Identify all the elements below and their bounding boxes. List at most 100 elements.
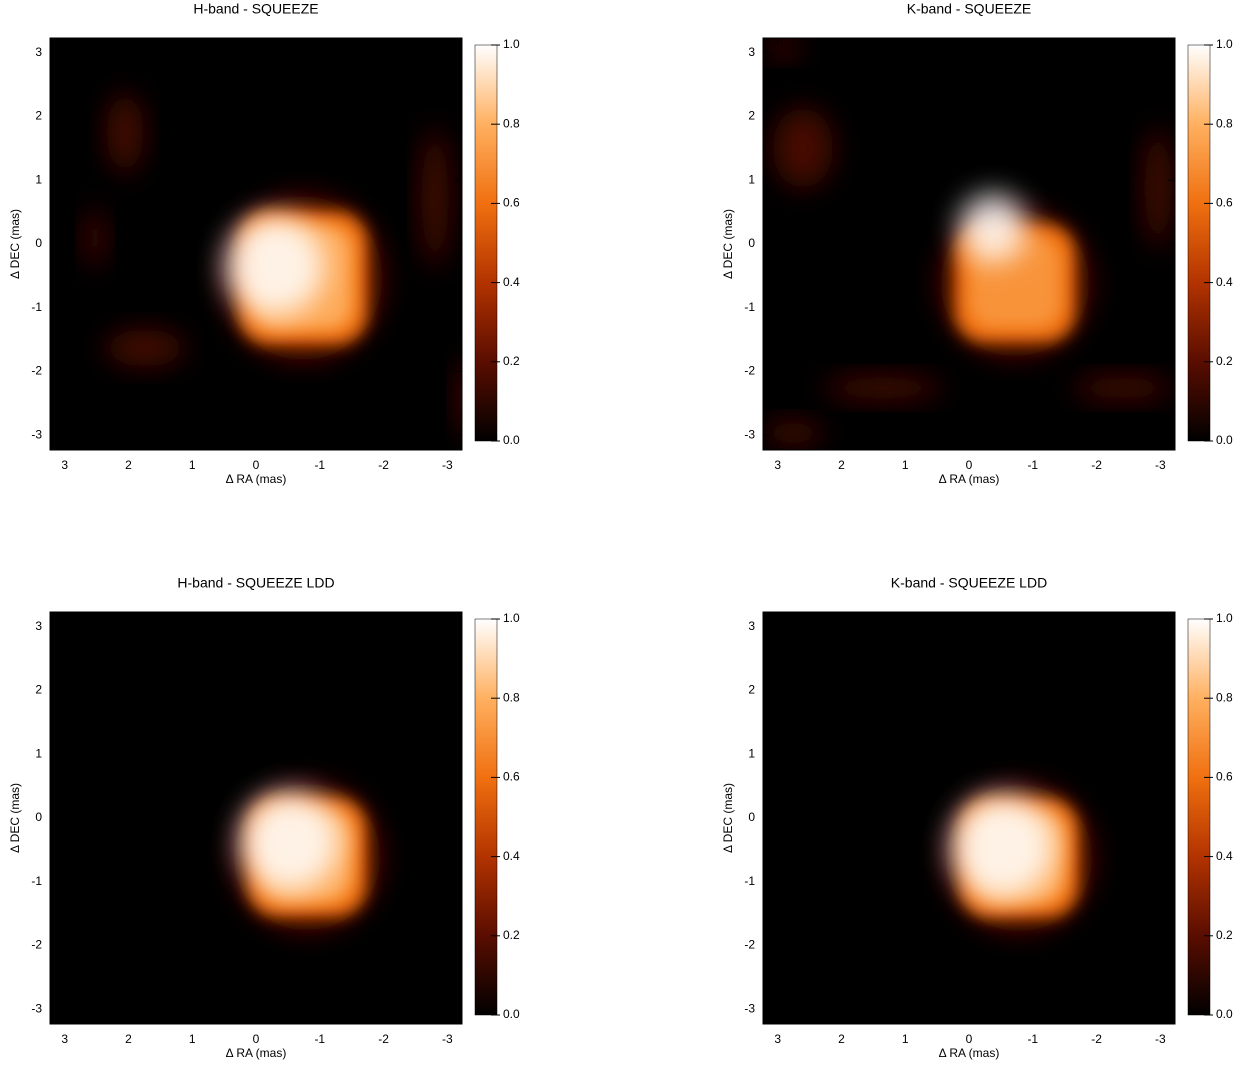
y-tick-label: 2 — [35, 683, 42, 697]
panel: H-band - SQUEEZE 3 2 1 0 -1 -2 -3 -3 -2 -1 0 1 2 3 Δ RA… — [8, 1, 520, 486]
colorbar — [475, 45, 497, 441]
y-tick-label: -2 — [31, 364, 42, 378]
y-tick-label: -2 — [744, 364, 755, 378]
colorbar-tick-label: 0.6 — [503, 770, 520, 784]
image-feature — [421, 128, 449, 268]
y-tick-label: -2 — [31, 938, 42, 952]
y-tick-label: 1 — [35, 746, 42, 760]
x-tick-label: 1 — [902, 458, 909, 472]
x-tick-label: 0 — [253, 1032, 260, 1046]
x-tick-label: 1 — [189, 458, 196, 472]
x-tick-label: 1 — [902, 1032, 909, 1046]
image-feature — [225, 216, 325, 316]
x-tick-label: -1 — [314, 458, 325, 472]
x-axis-label: Δ RA (mas) — [226, 472, 287, 486]
x-tick-label: -3 — [1155, 458, 1166, 472]
colorbar-tick-label: 0.0 — [503, 1007, 520, 1021]
y-tick-label: -1 — [31, 874, 42, 888]
chart-title: H-band - SQUEEZE LDD — [177, 575, 334, 591]
image-feature — [823, 376, 943, 400]
x-tick-label: -3 — [442, 458, 453, 472]
y-tick-label: 0 — [748, 810, 755, 824]
x-tick-label: 2 — [125, 458, 132, 472]
colorbar-tick-label: 0.2 — [1216, 354, 1233, 368]
y-tick-label: -3 — [744, 1002, 755, 1016]
y-tick-label: 1 — [748, 172, 755, 186]
x-axis-label: Δ RA (mas) — [939, 1046, 1000, 1060]
figure: H-band - SQUEEZE 3 2 1 0 -1 -2 -3 -3 -2 -1 0 1 2 3 Δ RA… — [0, 0, 1257, 1070]
colorbar — [1188, 45, 1210, 441]
y-tick-label: 3 — [748, 45, 755, 59]
y-tick-label: 0 — [35, 236, 42, 250]
x-tick-label: -3 — [442, 1032, 453, 1046]
colorbar-tick-label: 1.0 — [503, 37, 520, 51]
y-tick-label: 3 — [35, 45, 42, 59]
y-tick-label: 1 — [748, 746, 755, 760]
chart-title: K-band - SQUEEZE — [907, 1, 1032, 17]
x-tick-label: -2 — [1091, 458, 1102, 472]
x-tick-label: -2 — [378, 458, 389, 472]
colorbar-tick-label: 0.2 — [503, 928, 520, 942]
colorbar-tick-label: 0.8 — [503, 690, 520, 704]
image-feature — [951, 795, 1055, 899]
x-tick-label: -2 — [1091, 1032, 1102, 1046]
image-feature — [959, 194, 1027, 262]
y-tick-label: -3 — [31, 1002, 42, 1016]
colorbar-tick-label: 1.0 — [503, 611, 520, 625]
image — [763, 38, 1175, 450]
image — [50, 612, 462, 1024]
colorbar-tick-label: 0.6 — [1216, 196, 1233, 210]
y-axis-label: Δ DEC (mas) — [8, 783, 22, 853]
colorbar — [1188, 619, 1210, 1015]
image-feature — [1073, 376, 1173, 400]
x-tick-label: 2 — [125, 1032, 132, 1046]
image — [50, 38, 482, 450]
x-tick-label: -3 — [1155, 1032, 1166, 1046]
x-tick-label: 0 — [966, 458, 973, 472]
y-tick-label: 2 — [35, 109, 42, 123]
y-tick-label: 1 — [35, 172, 42, 186]
chart-title: K-band - SQUEEZE LDD — [891, 575, 1047, 591]
colorbar-tick-label: 0.4 — [1216, 275, 1233, 289]
y-tick-label: -3 — [744, 428, 755, 442]
x-tick-label: -1 — [314, 1032, 325, 1046]
y-tick-label: -3 — [31, 428, 42, 442]
y-tick-label: 0 — [35, 810, 42, 824]
x-axis-label: Δ RA (mas) — [939, 472, 1000, 486]
colorbar-tick-label: 0.6 — [503, 196, 520, 210]
colorbar-tick-label: 0.4 — [503, 849, 520, 863]
x-tick-label: -2 — [378, 1032, 389, 1046]
image-feature — [85, 208, 105, 268]
y-tick-label: -1 — [744, 300, 755, 314]
colorbar-tick-label: 1.0 — [1216, 611, 1233, 625]
colorbar-tick-label: 0.8 — [1216, 116, 1233, 130]
image-feature — [107, 93, 143, 173]
x-tick-label: 3 — [61, 458, 68, 472]
colorbar-tick-label: 0.2 — [1216, 928, 1233, 942]
y-tick-label: -2 — [744, 938, 755, 952]
y-axis-label: Δ DEC (mas) — [8, 209, 22, 279]
image-feature — [765, 38, 801, 58]
colorbar-tick-label: 0.2 — [503, 354, 520, 368]
x-tick-label: 2 — [838, 1032, 845, 1046]
x-tick-label: -1 — [1027, 1032, 1038, 1046]
colorbar-tick-label: 0.0 — [1216, 1007, 1233, 1021]
colorbar-tick-label: 0.8 — [503, 116, 520, 130]
x-tick-label: 1 — [189, 1032, 196, 1046]
y-tick-label: 2 — [748, 109, 755, 123]
chart-title: H-band - SQUEEZE — [193, 1, 318, 17]
y-tick-label: 3 — [35, 619, 42, 633]
image-feature — [105, 330, 185, 366]
colorbar — [475, 619, 497, 1015]
x-axis-label: Δ RA (mas) — [226, 1046, 287, 1060]
y-tick-label: -1 — [31, 300, 42, 314]
x-tick-label: 3 — [61, 1032, 68, 1046]
panel: H-band - SQUEEZE LDD 3 2 1 0 -1 -2 -3 -3 -2 -1 0 1 2 3… — [8, 575, 520, 1060]
y-tick-label: -1 — [744, 874, 755, 888]
x-tick-label: 0 — [253, 458, 260, 472]
image-feature — [240, 792, 340, 892]
y-tick-label: 3 — [748, 619, 755, 633]
image-feature — [1144, 128, 1172, 248]
